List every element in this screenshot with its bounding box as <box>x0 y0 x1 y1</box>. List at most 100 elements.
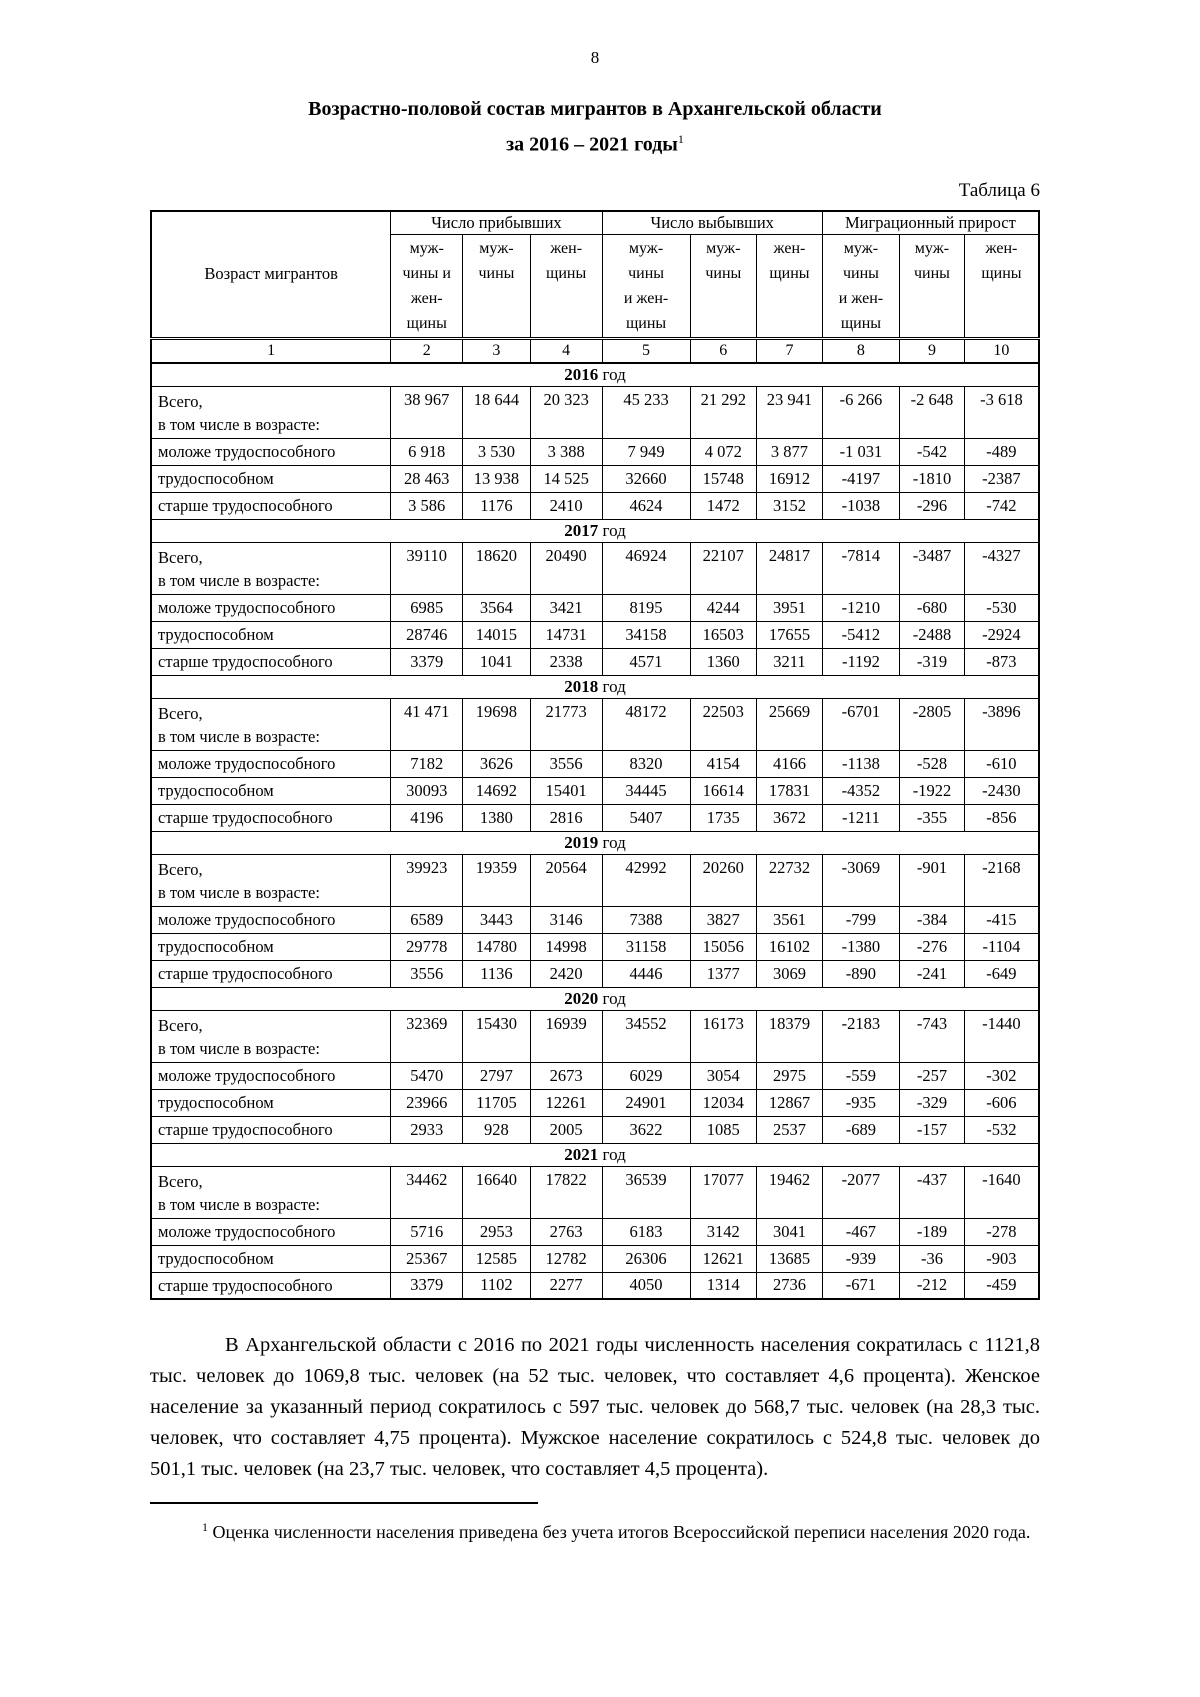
cell-value: 4571 <box>601 647 691 676</box>
cell-value: 15401 <box>529 776 603 805</box>
cell-value: 17831 <box>756 776 823 805</box>
cell-value: 32660 <box>601 464 691 493</box>
col-number: 3 <box>462 336 531 364</box>
cell-value: 2763 <box>529 1217 603 1246</box>
cell-value: -528 <box>899 749 965 778</box>
cell-value: -3896 <box>963 697 1040 751</box>
cell-value: -415 <box>963 905 1040 934</box>
cell-value: 3564 <box>462 593 531 622</box>
table-row: Всего, в том числе в возрасте: 34462 16640… <box>150 1165 1040 1219</box>
cell-value: 48172 <box>601 697 691 751</box>
cell-value: -3487 <box>899 541 965 595</box>
cell-value: 39110 <box>390 541 464 595</box>
cell-value: 14692 <box>462 776 531 805</box>
cell-value: -3069 <box>821 853 901 907</box>
footnote-ref: 1 <box>202 1520 208 1535</box>
cell-value: 1041 <box>462 647 531 676</box>
table-row: трудоспособном 30093 14692 15401 34445 16614 1… <box>150 776 1040 805</box>
header-sub-men-net: муж- чины <box>899 233 965 339</box>
cell-value: 6029 <box>601 1061 691 1090</box>
cell-value: -2 648 <box>899 385 965 439</box>
row-label: старше трудоспособного <box>150 647 392 676</box>
table-row: моложе трудоспособного 7182 3626 3556 8320 41… <box>150 749 1040 778</box>
title-line-1: Возрастно-половой состав мигрантов в Арх… <box>308 98 882 120</box>
cell-value: 3054 <box>689 1061 758 1090</box>
cell-value: -157 <box>899 1115 965 1144</box>
cell-value: -257 <box>899 1061 965 1090</box>
migration-table: Возраст мигрантов Число прибывших Число … <box>150 209 1040 1301</box>
table-row: моложе трудоспособного 6985 3564 3421 8195 42… <box>150 593 1040 622</box>
cell-value: -649 <box>963 959 1040 988</box>
cell-value: 16912 <box>756 464 823 493</box>
cell-value: 3 530 <box>462 437 531 466</box>
cell-value: 1176 <box>462 491 531 520</box>
table-row: Всего, в том числе в возрасте: 39923 19359… <box>150 853 1040 907</box>
row-label: старше трудоспособного <box>150 491 392 520</box>
cell-value: -1211 <box>821 803 901 832</box>
cell-value: 38 967 <box>390 385 464 439</box>
cell-value: -1440 <box>963 1009 1040 1063</box>
cell-value: -4352 <box>821 776 901 805</box>
header-group-row: Возраст мигрантов Число прибывших Число … <box>150 210 1040 339</box>
cell-value: 2338 <box>529 647 603 676</box>
cell-value: 2797 <box>462 1061 531 1090</box>
cell-value: 1360 <box>689 647 758 676</box>
cell-value: 1735 <box>689 803 758 832</box>
cell-value: -467 <box>821 1217 901 1246</box>
cell-value: 16614 <box>689 776 758 805</box>
cell-value: 45 233 <box>601 385 691 439</box>
cell-value: -856 <box>963 803 1040 832</box>
cell-value: 16503 <box>689 620 758 649</box>
cell-value: -1038 <box>821 491 901 520</box>
cell-value: 6 918 <box>390 437 464 466</box>
table-row: моложе трудоспособного 6 918 3 530 3 388 7 9… <box>150 437 1040 466</box>
cell-value: 19462 <box>756 1165 823 1219</box>
row-label: трудоспособном <box>150 1244 392 1273</box>
header-arrived: Число прибывших <box>390 210 603 235</box>
cell-value: 17077 <box>689 1165 758 1219</box>
row-label: старше трудоспособного <box>150 959 392 988</box>
cell-value: -873 <box>963 647 1040 676</box>
cell-value: 2420 <box>529 959 603 988</box>
cell-value: -212 <box>899 1271 965 1300</box>
cell-value: -1104 <box>963 932 1040 961</box>
cell-value: 4 072 <box>689 437 758 466</box>
cell-value: 4624 <box>601 491 691 520</box>
cell-value: -2430 <box>963 776 1040 805</box>
cell-value: -742 <box>963 491 1040 520</box>
cell-value: -276 <box>899 932 965 961</box>
cell-value: 21 292 <box>689 385 758 439</box>
table-row: старше трудоспособного 4196 1380 2816 5407 17… <box>150 803 1040 832</box>
table-row: моложе трудоспособного 5716 2953 2763 6183 31… <box>150 1217 1040 1246</box>
row-label: моложе трудоспособного <box>150 593 392 622</box>
cell-value: 3827 <box>689 905 758 934</box>
col-number: 10 <box>963 336 1040 364</box>
cell-value: 20260 <box>689 853 758 907</box>
col-number: 5 <box>601 336 691 364</box>
row-label: Всего, в том числе в возрасте: <box>150 1165 392 1219</box>
year-band-label: 2019 год <box>150 830 1040 855</box>
cell-value: 16939 <box>529 1009 603 1063</box>
cell-value: 2816 <box>529 803 603 832</box>
year-row: 2016 год <box>150 362 1040 387</box>
cell-value: -4327 <box>963 541 1040 595</box>
cell-value: 39923 <box>390 853 464 907</box>
cell-value: 7388 <box>601 905 691 934</box>
col-number: 6 <box>689 336 758 364</box>
year-band-label: 2020 год <box>150 986 1040 1011</box>
cell-value: 3152 <box>756 491 823 520</box>
cell-value: 25367 <box>390 1244 464 1273</box>
year-row: 2018 год <box>150 674 1040 699</box>
cell-value: -1640 <box>963 1165 1040 1219</box>
cell-value: -1138 <box>821 749 901 778</box>
cell-value: -5412 <box>821 620 901 649</box>
cell-value: 6985 <box>390 593 464 622</box>
cell-value: 17822 <box>529 1165 603 1219</box>
cell-value: 3 877 <box>756 437 823 466</box>
cell-value: 3951 <box>756 593 823 622</box>
cell-value: 3 388 <box>529 437 603 466</box>
cell-value: 20490 <box>529 541 603 595</box>
year-row: 2020 год <box>150 986 1040 1011</box>
row-label: моложе трудоспособного <box>150 749 392 778</box>
cell-value: 4244 <box>689 593 758 622</box>
